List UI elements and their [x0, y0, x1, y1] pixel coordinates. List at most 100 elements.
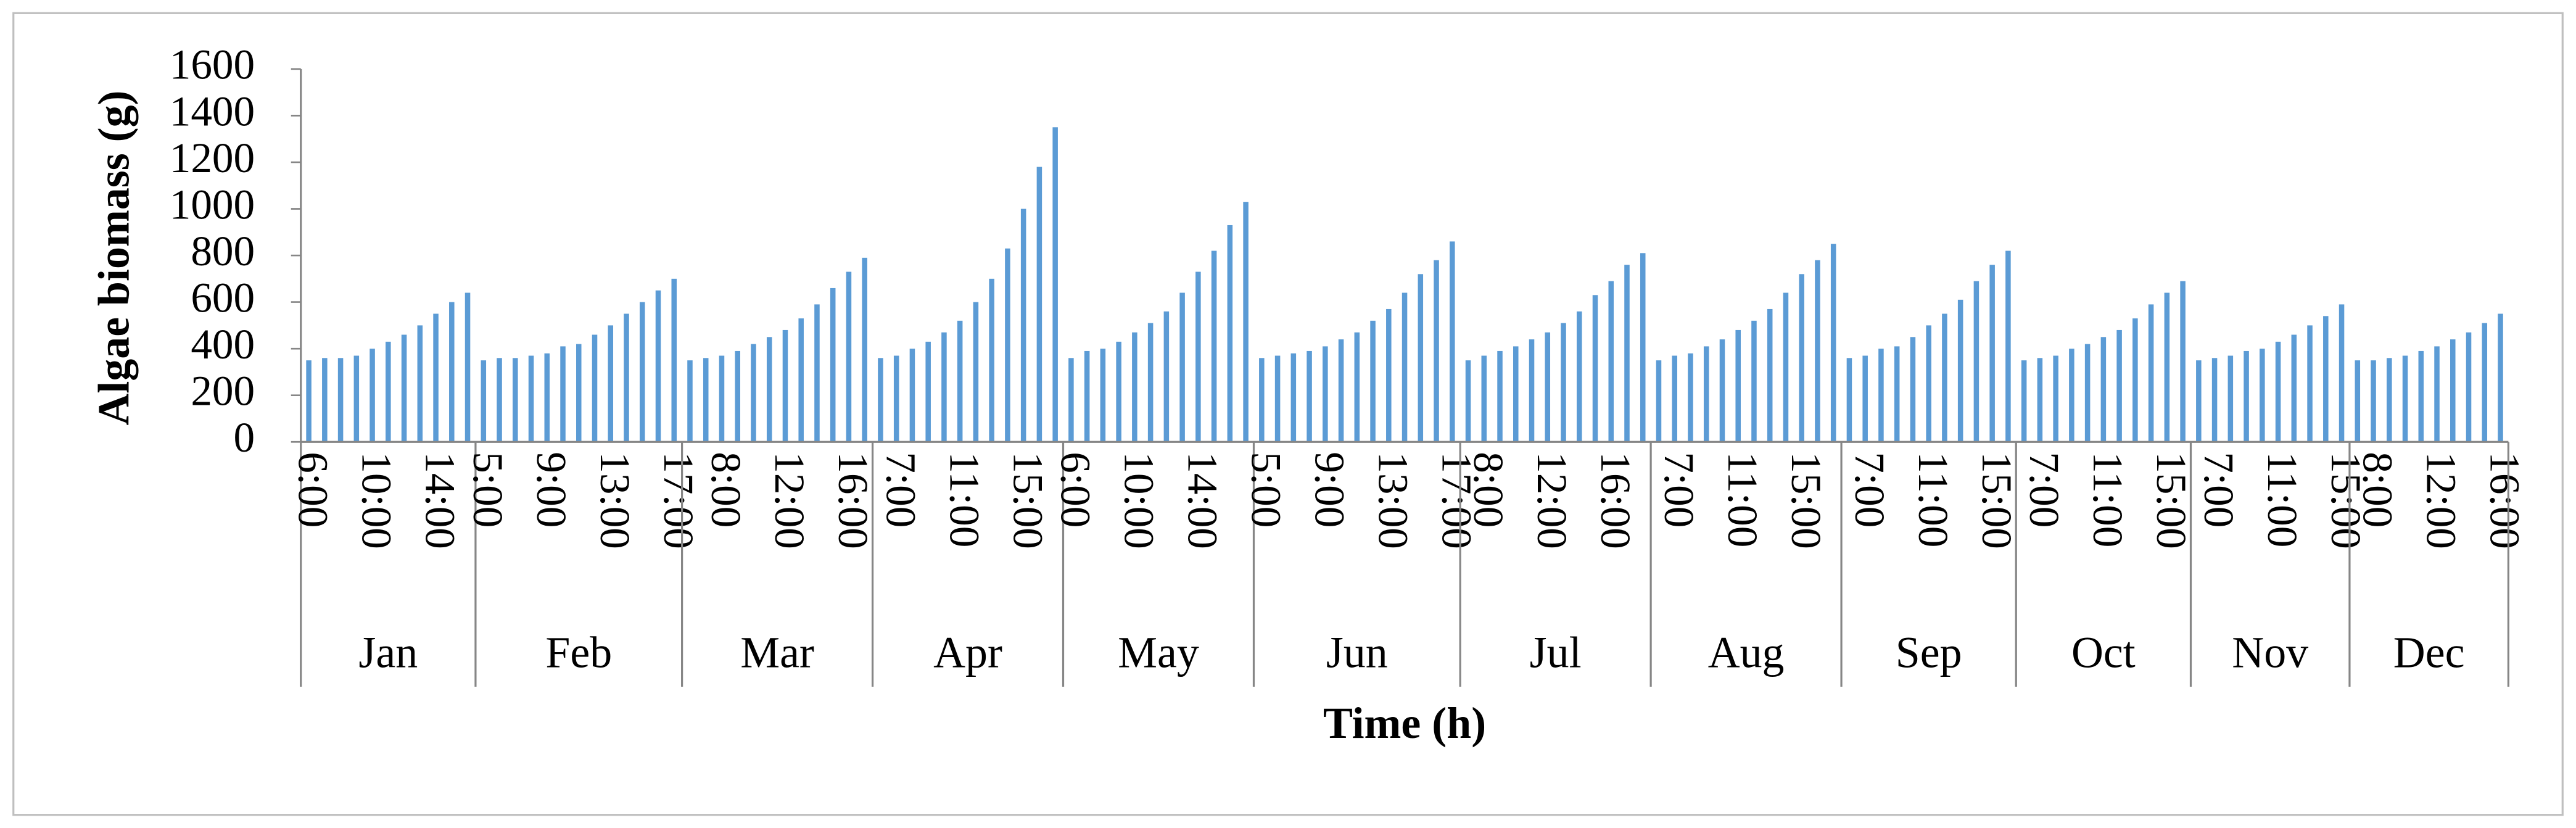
bar [2434, 346, 2440, 442]
x-tick-label: 11:00 [2259, 452, 2306, 547]
y-tick-label: 1000 [170, 180, 255, 228]
bar [1799, 274, 1804, 442]
bar [369, 349, 375, 442]
x-tick-label: 9:00 [528, 452, 576, 528]
y-tick-label: 200 [191, 367, 255, 415]
x-tick-label: 11:00 [941, 452, 988, 547]
bar [592, 334, 598, 442]
bar [353, 355, 360, 442]
bar [1036, 167, 1042, 442]
bar [1481, 355, 1487, 442]
bar [1862, 355, 1868, 442]
bar [1561, 323, 1566, 442]
bar [2244, 350, 2249, 442]
bar [481, 360, 487, 442]
bar [1163, 311, 1170, 442]
bar [814, 304, 820, 442]
bar [2323, 316, 2329, 442]
bar [925, 341, 931, 442]
bar [1338, 339, 1344, 442]
bar [433, 313, 439, 442]
bar [513, 358, 518, 442]
x-tick-label: 8:00 [703, 452, 750, 528]
bar [1450, 241, 1455, 442]
bar [1545, 332, 1551, 442]
month-label: Feb [545, 628, 612, 677]
month-label: Jun [1326, 628, 1388, 677]
x-tick-label: 10:00 [1115, 452, 1163, 549]
bar [2116, 329, 2122, 442]
bar [1132, 332, 1137, 442]
bar [322, 358, 328, 442]
bar [1386, 308, 1392, 442]
x-tick-label: 7:00 [2195, 452, 2243, 528]
bar [1703, 346, 1709, 442]
bar [1592, 295, 1598, 442]
bar [1418, 274, 1424, 442]
bar [401, 334, 407, 442]
bar [2211, 358, 2218, 442]
x-tick-label: 7:00 [1846, 452, 1894, 528]
bar [1005, 248, 1010, 442]
bar [1259, 358, 1265, 442]
x-tick-label: 17:00 [1433, 452, 1480, 549]
bar [1084, 350, 1090, 442]
bar [655, 290, 661, 442]
bar [1576, 311, 1582, 442]
bar [671, 278, 677, 442]
bar [846, 271, 852, 442]
bar [2227, 355, 2234, 442]
bar [417, 325, 423, 442]
bar [608, 325, 614, 442]
bar [878, 358, 883, 442]
bar [1751, 320, 1757, 442]
bar [862, 257, 867, 442]
bar [2100, 337, 2107, 442]
bar [1656, 360, 1662, 442]
month-label: Apr [933, 628, 1002, 677]
bar [1290, 353, 1297, 442]
bar [1068, 358, 1074, 442]
bar [1513, 346, 1519, 442]
x-tick-label: 16:00 [830, 452, 877, 549]
bar [2037, 358, 2043, 442]
bar [1354, 332, 1360, 442]
bar [1402, 292, 1408, 442]
x-tick-label: 7:00 [877, 452, 925, 528]
bar [497, 358, 502, 442]
y-axis-title: Algae biomass (g) [89, 91, 139, 426]
x-tick-label: 12:00 [2418, 452, 2466, 549]
bar [2132, 318, 2138, 442]
bar [1926, 325, 1931, 442]
bar [1529, 339, 1535, 442]
bar [1719, 339, 1725, 442]
y-tick-label: 1200 [170, 134, 255, 181]
x-tick-label: 16:00 [1592, 452, 1640, 549]
bar [1830, 244, 1836, 442]
x-tick-label: 15:00 [1973, 452, 2021, 549]
bar [2148, 304, 2154, 442]
bar [957, 320, 963, 442]
bar [1100, 349, 1106, 442]
bar [1179, 292, 1185, 442]
bar [2275, 341, 2281, 442]
bar [528, 355, 534, 442]
bar [464, 292, 471, 442]
bar [2291, 334, 2297, 442]
bar [2196, 360, 2202, 442]
x-tick-label: 5:00 [464, 452, 512, 528]
month-label: Nov [2232, 628, 2308, 677]
bar [2371, 360, 2376, 442]
bar [2053, 355, 2058, 442]
bar [2339, 304, 2345, 442]
x-tick-label: 13:00 [1369, 452, 1417, 549]
bar [1688, 353, 1693, 442]
bar [1989, 265, 1995, 442]
bar [1243, 202, 1249, 442]
month-label: Aug [1708, 628, 1785, 677]
bar [1624, 265, 1630, 442]
bar [2260, 349, 2265, 442]
bar [830, 288, 836, 442]
